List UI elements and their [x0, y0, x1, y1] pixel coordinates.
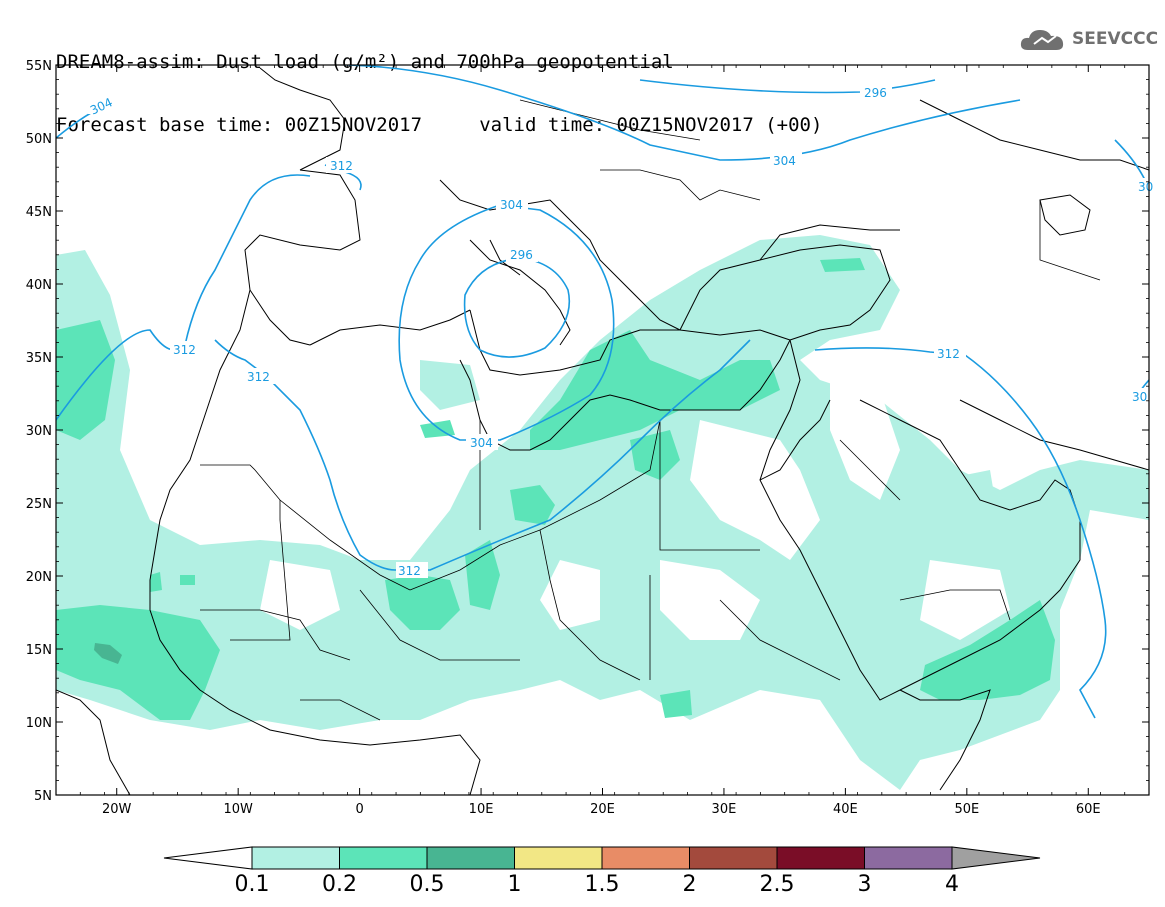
- lat-tick-label: 20N: [26, 570, 52, 585]
- colorbar-segment: [251, 846, 340, 870]
- contour-label: 296: [510, 248, 533, 262]
- lat-tick-label: 50N: [26, 132, 52, 147]
- contour-label-bg: [1130, 388, 1150, 404]
- lat-tick-label: 40N: [26, 278, 52, 293]
- lon-tick-label: 40E: [833, 802, 858, 817]
- lat-tick-label: 5N: [34, 789, 52, 804]
- lat-tick-label: 15N: [26, 643, 52, 658]
- lat-tick-label: 35N: [26, 351, 52, 366]
- colorbar-segment: [689, 846, 778, 870]
- colorbar-segment: [864, 846, 953, 870]
- colorbar-segment: [601, 846, 690, 870]
- lat-tick-label: 30N: [26, 424, 52, 439]
- map-title: DREAM8-assim: Dust load (g/m²) and 700hP…: [56, 10, 822, 157]
- lon-tick-label: 50E: [954, 802, 979, 817]
- contour-label-bg: [244, 368, 276, 384]
- contour-label-bg: [170, 341, 202, 357]
- latitude-axis: 55N 50N 45N 40N 35N 30N 25N 20N 15N 10N 5N: [26, 59, 1149, 804]
- colorbar-label: 0.2: [322, 872, 357, 897]
- colorbar-segment: [426, 846, 515, 870]
- lon-tick-label: 0: [355, 802, 363, 817]
- contour-label: 296: [864, 86, 887, 100]
- contour-label-bg: [934, 345, 966, 361]
- contour-label: 30: [1132, 390, 1147, 404]
- contour-label-bg: [88, 98, 120, 114]
- contour-labels: 304 296 304 312 304 296 312 312 304 312 …: [88, 84, 1153, 578]
- contour-label: 312: [173, 343, 196, 357]
- contour-label-bg: [860, 84, 892, 100]
- colorbar-segment: [339, 846, 428, 870]
- contour-label-bg: [396, 562, 428, 578]
- colorbar-label: 0.1: [235, 872, 270, 897]
- colorbar-label: 1.5: [585, 872, 620, 897]
- colorbar-label: 4: [945, 872, 959, 897]
- colorbar-label: 2: [683, 872, 697, 897]
- coastlines: [56, 67, 1149, 795]
- contour-label: 312: [398, 564, 421, 578]
- contour-label: 304: [773, 154, 796, 168]
- lat-tick-label: 10N: [26, 716, 52, 731]
- logo-text: SEEVCCC: [1072, 29, 1159, 49]
- colorbar-label: 0.5: [410, 872, 445, 897]
- contour-label: 304: [500, 198, 523, 212]
- contour-label: 30: [1138, 180, 1153, 194]
- title-line-1: DREAM8-assim: Dust load (g/m²) and 700hP…: [56, 51, 674, 73]
- longitude-axis: 20W 10W 0 10E 20E 30E 40E 50E 60E: [55, 65, 1150, 817]
- lon-tick-label: 20W: [102, 802, 132, 817]
- dust-shading: [56, 235, 1149, 790]
- dust-gaps: [260, 380, 1010, 640]
- lat-tick-label: 25N: [26, 497, 52, 512]
- colorbar-label: 3: [858, 872, 872, 897]
- lon-tick-label: 30E: [712, 802, 737, 817]
- lon-tick-label: 10W: [223, 802, 253, 817]
- lat-tick-label: 55N: [26, 59, 52, 74]
- seevccc-logo: SEEVCCC: [1018, 24, 1158, 54]
- contour-label: 312: [247, 370, 270, 384]
- lon-tick-label: 10E: [469, 802, 494, 817]
- contour-label-bg: [496, 196, 528, 212]
- dust-band-0-1: [56, 235, 1149, 790]
- colorbar-over-triangle: [951, 846, 1041, 870]
- colorbar-label: 1: [508, 872, 522, 897]
- contour-label-bg: [326, 157, 358, 173]
- lon-tick-label: 20E: [590, 802, 615, 817]
- colorbar-segment: [514, 846, 603, 870]
- title-line-2: Forecast base time: 00Z15NOV2017 valid t…: [56, 114, 823, 136]
- colorbar-segment: [776, 846, 865, 870]
- lat-tick-label: 45N: [26, 205, 52, 220]
- colorbar: 0.1 0.2 0.5 1 1.5 2 2.5 3 4: [163, 846, 1041, 897]
- borders: [200, 99, 1101, 721]
- contour-label: 304: [470, 436, 493, 450]
- contour-label-bg: [770, 152, 802, 168]
- lon-tick-label: 60E: [1076, 802, 1101, 817]
- dust-band-0-5: [94, 643, 122, 664]
- colorbar-label: 2.5: [760, 872, 795, 897]
- contour-label: 312: [937, 347, 960, 361]
- contour-label-bg: [506, 246, 538, 262]
- contour-label: 312: [330, 159, 353, 173]
- cloud-icon: [1020, 30, 1064, 50]
- contour-label-bg: [466, 434, 498, 450]
- colorbar-under-triangle: [163, 846, 253, 870]
- dust-band-0-2: [56, 258, 1055, 720]
- geopotential-contours: [56, 65, 1149, 719]
